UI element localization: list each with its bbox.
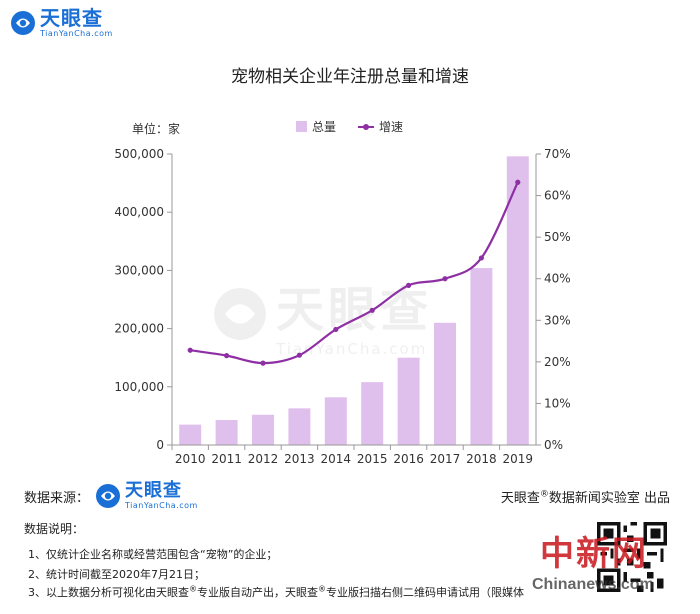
chart-legend: 总量 增速 (296, 118, 403, 135)
left-tick-label: 100,000 (114, 380, 164, 394)
left-tick-label: 200,000 (114, 322, 164, 336)
bar-2012 (252, 414, 274, 445)
left-tick-label: 500,000 (114, 147, 164, 161)
x-axis: 2010 2011 2012 2013 2014 2015 2016 2017 2018 2019 (171, 444, 536, 466)
right-tick-label: 0% (544, 438, 563, 452)
bar-series (179, 156, 529, 445)
x-tick-label: 2015 (357, 452, 388, 466)
bar-2014 (324, 397, 347, 445)
note-1: 1、仅统计企业名称或经营范围包含“宠物”的企业； (28, 548, 278, 561)
note-2: 2、统计时间截至2020年7月21日； (28, 568, 205, 581)
right-tick-label: 60% (544, 189, 571, 203)
legend-line-swatch (358, 123, 375, 130)
bar-2015 (361, 382, 384, 445)
chart-title: 宠物相关企业年注册总量和增速 (231, 67, 469, 87)
credit-brand: 天眼查 (500, 491, 540, 506)
registered-mark: ® (539, 489, 549, 500)
note-3-part-a: 3、以上数据分析可视化由天眼查 (28, 586, 189, 599)
left-axis: 0 100,000 200,000 300,000 400,000 500,000 (114, 147, 173, 452)
right-axis: 0% 10% 20% 30% 40% 50% 60% 70% (535, 147, 571, 452)
source-brand-name: 天眼查 (125, 480, 183, 501)
note-3-part-b: 专业版自动产出，天眼查 (197, 586, 318, 599)
credit-text: 数据新闻实验室 出品 (548, 491, 670, 506)
left-tick-label: 400,000 (114, 205, 164, 219)
growth-point-2013 (296, 352, 302, 358)
unit-label: 单位：家 (132, 122, 181, 136)
right-tick-label: 40% (544, 272, 571, 286)
x-tick-label: 2017 (430, 452, 461, 466)
x-tick-label: 2011 (211, 452, 242, 466)
legend-bar-label: 总量 (312, 120, 337, 134)
right-tick-label: 30% (544, 313, 571, 327)
bar-2011 (215, 419, 238, 445)
growth-point-2015 (369, 307, 375, 313)
chinanews-watermark-logo: 中新网 (540, 534, 648, 574)
right-tick-label: 10% (544, 396, 571, 410)
growth-point-2018 (478, 255, 484, 261)
left-tick-label: 0 (156, 438, 164, 452)
source-logo: 天眼查 TianYanCha.com (95, 482, 198, 510)
right-tick-label: 50% (544, 230, 571, 244)
logo-brand-url: TianYanCha.com (40, 29, 113, 38)
source-label: 数据来源： (24, 490, 90, 506)
data-source: 数据来源： 天眼查 TianYanCha.com (24, 482, 198, 510)
legend-line-label: 增速 (379, 120, 404, 134)
qr-code (597, 522, 667, 592)
tianyancha-logo: 天眼查 TianYanCha.com (10, 8, 113, 38)
x-tick-label: 2013 (284, 452, 315, 466)
note-3-mark-2: ® (318, 584, 326, 594)
bar-2017 (434, 322, 456, 445)
growth-line (190, 181, 519, 365)
growth-point-2010 (187, 347, 193, 353)
tianyancha-logo-icon (11, 11, 35, 35)
x-tick-label: 2010 (175, 452, 206, 466)
x-tick-label: 2014 (321, 452, 352, 466)
notes-title: 数据说明： (24, 522, 85, 536)
x-tick-label: 2018 (466, 452, 497, 466)
growth-point-2017 (442, 276, 448, 282)
growth-point-2019 (515, 179, 521, 185)
right-tick-label: 70% (544, 147, 571, 161)
note-3-part-c: 专业版扫描右侧二维码申请试用（限媒体 (326, 586, 524, 599)
note-3-mark-1: ® (189, 584, 197, 594)
growth-point-2014 (333, 326, 339, 333)
left-tick-label: 300,000 (114, 263, 164, 277)
bar-2013 (288, 408, 311, 445)
line-series (187, 179, 521, 366)
chart-area: 0 100,000 200,000 300,000 400,000 500,000 0% 1… (114, 147, 571, 466)
x-tick-label: 2012 (248, 452, 279, 466)
growth-point-2012 (260, 360, 266, 366)
legend-bar-swatch (296, 121, 307, 132)
bar-2016 (397, 357, 420, 445)
bar-2010 (179, 424, 202, 445)
credit-line: 天眼查®数据新闻实验室 出品 (501, 487, 670, 506)
bar-2019 (506, 156, 529, 445)
logo-brand-name: 天眼查 (40, 6, 103, 30)
bar-2018 (470, 268, 493, 445)
source-brand-url: TianYanCha.com (125, 501, 198, 510)
x-tick-label: 2019 (503, 452, 534, 466)
note-3: 3、以上数据分析可视化由天眼查®专业版自动产出，天眼查®专业版扫描右侧二维码申请… (28, 584, 524, 600)
growth-point-2011 (224, 353, 230, 359)
growth-point-2016 (406, 282, 412, 288)
source-logo-icon (96, 484, 121, 508)
right-tick-label: 20% (544, 355, 571, 369)
chinanews-watermark-url: Chinanews.com (532, 576, 654, 593)
x-tick-label: 2016 (393, 452, 424, 466)
